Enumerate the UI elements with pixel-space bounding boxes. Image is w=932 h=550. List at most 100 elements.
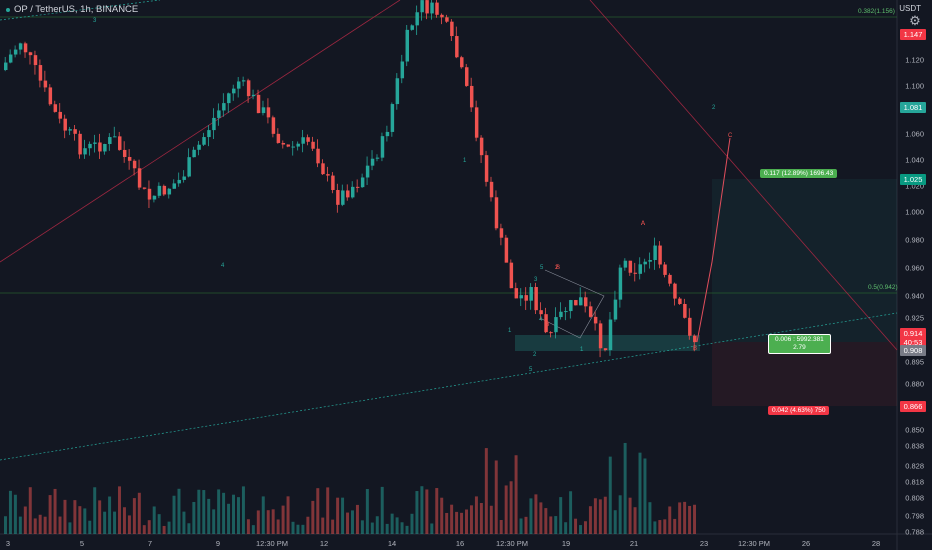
candle-body: [450, 21, 454, 37]
candle-body: [688, 317, 692, 336]
wave-label: 2: [555, 265, 559, 271]
volume-bar: [18, 516, 22, 534]
candle-body: [564, 311, 568, 313]
trend-line-up: [0, 0, 401, 263]
volume-bar: [351, 510, 354, 534]
candle-body: [202, 137, 206, 145]
candle-body: [326, 174, 330, 176]
candle-body: [38, 65, 43, 81]
wave-label: 1: [580, 347, 584, 353]
candle-body: [246, 80, 251, 97]
candle-body: [306, 137, 310, 142]
volume-bar: [4, 516, 7, 534]
volume-bar: [668, 506, 672, 534]
volume-bar: [58, 516, 62, 534]
entry-label[interactable]: 0.006 : 5992.381 2.79: [768, 334, 831, 354]
price-tick-label: 0.828: [905, 461, 924, 471]
volume-bar: [291, 521, 295, 534]
volume-bar: [172, 495, 176, 534]
volume-bar: [395, 517, 399, 534]
volume-bar: [420, 486, 424, 534]
candle-body: [8, 54, 13, 63]
price-tick-label: 0.838: [905, 441, 924, 451]
candle-body: [291, 146, 295, 148]
volume-bar: [222, 492, 226, 534]
candle-body: [18, 43, 23, 50]
gear-icon[interactable]: ⚙: [909, 13, 921, 28]
price-tick-label: 0.895: [905, 357, 924, 367]
price-tick-label: 1.020: [905, 181, 924, 191]
candle-body: [122, 149, 127, 157]
candle-body: [147, 188, 152, 200]
candle-body: [544, 314, 548, 333]
wave-label: 3: [534, 277, 538, 283]
volume-bar: [157, 514, 161, 534]
price-tick-label: 1.100: [905, 81, 924, 91]
candle-body: [598, 323, 603, 349]
volume-bar: [236, 497, 240, 534]
volume-bar: [346, 512, 350, 534]
candle-body: [613, 299, 618, 320]
volume-bar: [608, 456, 612, 534]
volume-bar: [638, 452, 642, 534]
target-label[interactable]: 0.117 (12.89%) 1696.43: [760, 169, 838, 178]
candle-body: [68, 129, 72, 131]
fib-label-0382: 0.382(1.156): [858, 8, 895, 15]
volume-bar: [142, 525, 146, 534]
volume-bar: [465, 509, 468, 534]
candle-body: [118, 136, 122, 150]
candle-body: [400, 61, 405, 79]
candle-body: [583, 297, 588, 307]
time-tick-label: 12:30 PM: [495, 539, 529, 548]
candle-body: [499, 228, 504, 238]
candle-body: [341, 190, 345, 205]
candle-body: [311, 141, 315, 149]
volume-bar: [321, 517, 325, 534]
volume-bar: [88, 520, 92, 534]
candle-body: [524, 295, 528, 301]
volume-bar: [271, 509, 275, 534]
volume-bar: [187, 523, 191, 534]
volume-bar: [251, 525, 255, 534]
price-tag: 1.147: [900, 29, 926, 40]
candle-body: [425, 0, 429, 14]
volume-bar: [489, 505, 493, 534]
symbol-title[interactable]: OP / TetherUS, 1h, BINANCE: [14, 4, 139, 15]
volume-bar: [182, 511, 186, 534]
candle-body: [33, 55, 38, 66]
candle-body: [529, 287, 533, 301]
volume-bar: [579, 525, 583, 534]
volume-bar: [167, 521, 171, 534]
volume-bar: [529, 498, 533, 534]
stop-label[interactable]: 0.042 (4.63%) 750: [768, 406, 830, 415]
candle-body: [88, 143, 92, 149]
candle-body: [390, 104, 395, 132]
volume-bar: [266, 510, 270, 534]
candle-body: [276, 133, 281, 143]
volume-bar: [256, 510, 260, 534]
volume-bar: [108, 496, 112, 534]
volume-bar: [192, 501, 196, 534]
candle-body: [658, 245, 662, 265]
candle-body: [355, 186, 360, 188]
volume-bar: [484, 448, 488, 534]
candle-body: [380, 136, 385, 158]
candle-body: [569, 300, 573, 312]
volume-bar: [375, 516, 379, 534]
volume-bar: [28, 487, 32, 534]
candle-body: [207, 130, 211, 138]
volume-bar: [13, 494, 17, 534]
wave-label: A: [641, 221, 646, 227]
candle-body: [514, 288, 519, 299]
candle-body: [519, 295, 524, 299]
volume-bar: [623, 442, 627, 534]
candle-body: [360, 177, 365, 188]
candle-body: [385, 131, 390, 137]
candle-body: [588, 306, 593, 317]
volume-bar: [103, 511, 107, 534]
volume-bar: [693, 504, 697, 534]
volume-bar: [232, 494, 236, 534]
wave-label: C: [728, 133, 733, 139]
volume-bar: [360, 520, 364, 534]
